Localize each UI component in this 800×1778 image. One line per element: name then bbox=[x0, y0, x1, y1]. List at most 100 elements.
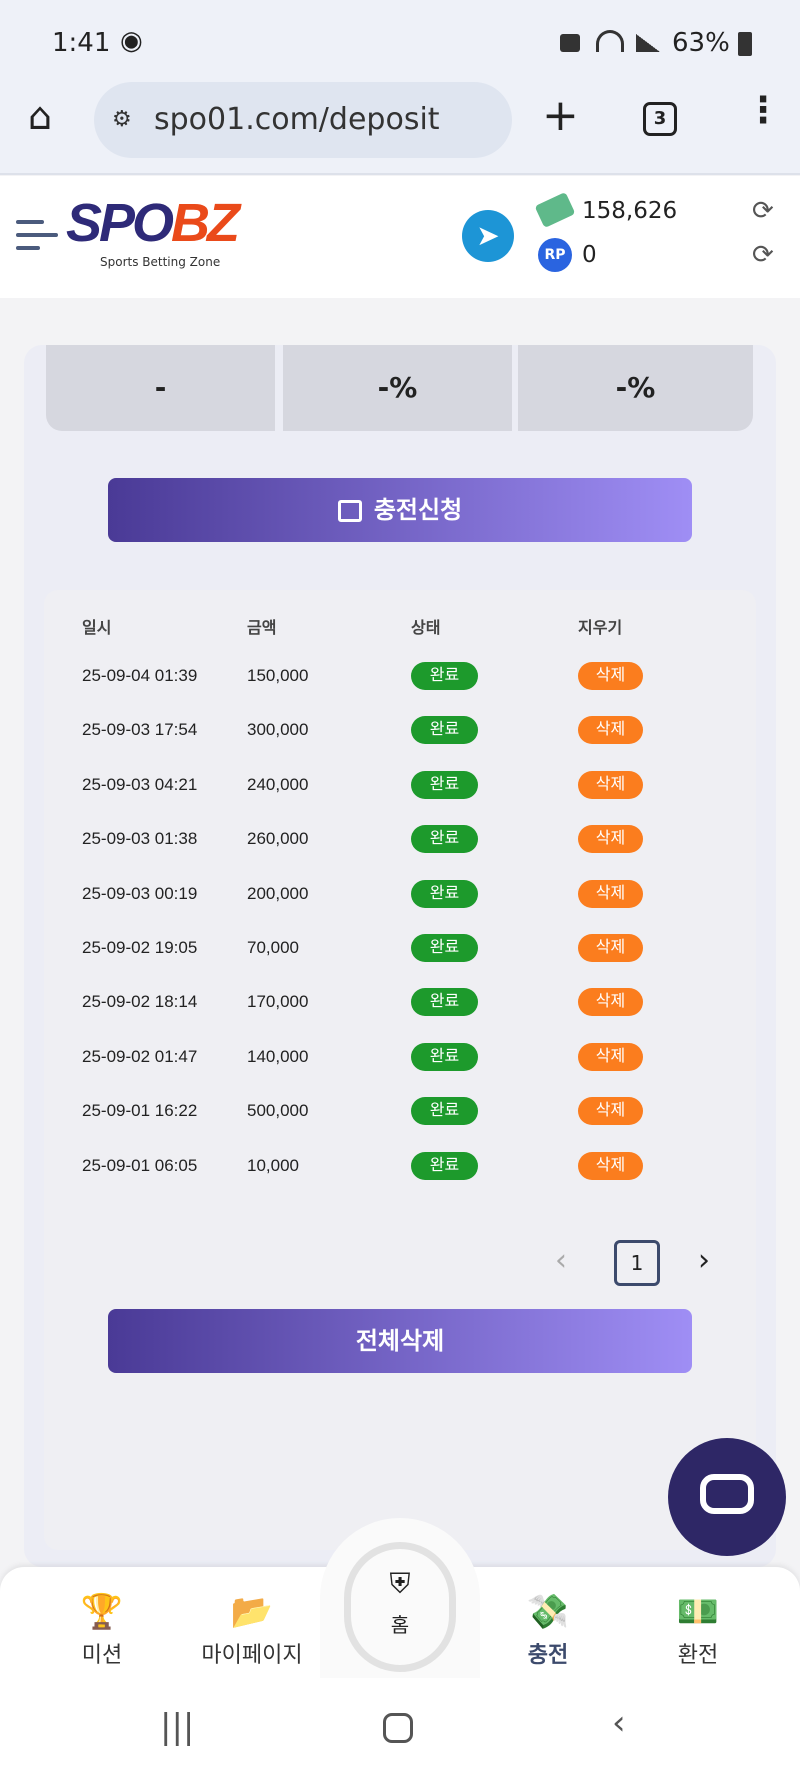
points: 0 bbox=[582, 242, 597, 268]
apply-deposit-button[interactable]: 충전신청 bbox=[108, 478, 692, 542]
hamburger-icon[interactable] bbox=[16, 220, 58, 250]
table-row: 25-09-03 17:54 300,000 완료 삭제 bbox=[82, 715, 682, 745]
delete-all-button[interactable]: 전체삭제 bbox=[108, 1309, 692, 1373]
cash-icon bbox=[534, 191, 576, 229]
stat-value: -% bbox=[377, 371, 418, 404]
delete-button[interactable]: 삭제 bbox=[578, 1151, 643, 1180]
logo-main: SPO bbox=[66, 193, 174, 253]
row-amount: 10,000 bbox=[247, 1155, 299, 1175]
balance: 158,626 bbox=[582, 198, 678, 224]
apply-label: 충전신청 bbox=[373, 496, 463, 524]
status-badge: 완료 bbox=[411, 825, 478, 854]
stat-value: - bbox=[154, 371, 167, 404]
site-settings-icon[interactable]: ⚙ bbox=[112, 107, 132, 132]
tab-count-button[interactable]: 3 bbox=[643, 102, 677, 136]
delete-button[interactable]: 삭제 bbox=[578, 988, 643, 1017]
row-amount: 200,000 bbox=[247, 883, 309, 903]
home-system-icon[interactable] bbox=[383, 1713, 413, 1743]
nav-mission[interactable]: 🏆 미션 bbox=[42, 1587, 162, 1669]
nav-label: 홈 bbox=[390, 1613, 410, 1637]
prev-page-icon[interactable]: ‹ bbox=[555, 1243, 567, 1278]
nav-mypage[interactable]: 📂 마이페이지 bbox=[188, 1587, 316, 1669]
browser-toolbar: ⌂ ⚙ spo01.com/deposit + 3 ⋮ bbox=[0, 72, 800, 175]
table-row: 25-09-02 18:14 170,000 완료 삭제 bbox=[82, 987, 682, 1017]
chat-icon bbox=[700, 1474, 754, 1514]
table-row: 25-09-02 19:05 70,000 완료 삭제 bbox=[82, 933, 682, 963]
mute-icon bbox=[560, 34, 580, 52]
row-amount: 300,000 bbox=[247, 720, 309, 740]
status-badge: 완료 bbox=[411, 716, 478, 745]
row-amount: 240,000 bbox=[247, 774, 309, 794]
row-amount: 170,000 bbox=[247, 992, 309, 1012]
site-header: SPOBZ Sports Betting Zone ➤ 158,626 RP 0… bbox=[0, 176, 800, 298]
nav-label: 마이페이지 bbox=[201, 1643, 303, 1668]
delete-button[interactable]: 삭제 bbox=[578, 934, 643, 962]
row-date: 25-09-02 19:05 bbox=[82, 938, 198, 957]
row-date: 25-09-04 01:39 bbox=[82, 666, 198, 685]
signal-icon bbox=[636, 34, 660, 52]
logo[interactable]: SPOBZ Sports Betting Zone bbox=[66, 193, 240, 270]
battery-level: 63% bbox=[672, 28, 730, 58]
home-emblem-icon: ⛨ bbox=[389, 1567, 411, 1600]
deposit-icon: 💸 bbox=[526, 1592, 570, 1632]
row-date: 25-09-03 17:54 bbox=[82, 720, 198, 740]
rp-icon: RP bbox=[538, 238, 572, 272]
recent-apps-icon[interactable]: ||| bbox=[160, 1707, 195, 1747]
logo-accent: BZ bbox=[171, 193, 240, 253]
chat-button[interactable] bbox=[668, 1438, 786, 1556]
row-date: 25-09-03 00:19 bbox=[82, 883, 198, 903]
telegram-icon[interactable]: ➤ bbox=[462, 210, 514, 262]
row-date: 25-09-03 01:38 bbox=[82, 829, 198, 849]
table-header: 일시 금액 상태 지우기 bbox=[82, 614, 682, 644]
back-icon[interactable]: ‹ bbox=[612, 1703, 626, 1743]
delete-button[interactable]: 삭제 bbox=[578, 716, 643, 745]
row-date: 25-09-03 04:21 bbox=[82, 774, 198, 794]
refresh-points-icon[interactable]: ⟳ bbox=[752, 240, 774, 270]
col-delete: 지우기 bbox=[578, 620, 623, 637]
delete-button[interactable]: 삭제 bbox=[578, 825, 643, 854]
url-text: spo01.com/deposit bbox=[154, 102, 440, 137]
home-button[interactable]: ⛨ 홈 bbox=[344, 1542, 456, 1672]
nav-label: 미션 bbox=[81, 1643, 123, 1668]
new-tab-icon[interactable]: + bbox=[542, 90, 579, 141]
camera-icon: ◉ bbox=[120, 26, 143, 56]
url-bar[interactable]: ⚙ spo01.com/deposit bbox=[94, 82, 512, 158]
row-amount: 500,000 bbox=[247, 1101, 309, 1121]
wifi-icon bbox=[596, 30, 624, 52]
table-row: 25-09-01 06:05 10,000 완료 삭제 bbox=[82, 1151, 682, 1181]
status-badge: 완료 bbox=[411, 879, 478, 908]
menu-icon[interactable]: ⋮ bbox=[745, 90, 781, 131]
stat-box: -% bbox=[518, 345, 753, 431]
refresh-balance-icon[interactable]: ⟳ bbox=[752, 196, 774, 226]
col-status: 상태 bbox=[411, 620, 441, 637]
nav-deposit[interactable]: 💸 충전 bbox=[488, 1587, 608, 1669]
stat-value: -% bbox=[615, 371, 656, 404]
status-badge: 완료 bbox=[411, 770, 478, 799]
history-table bbox=[44, 590, 756, 1550]
row-amount: 150,000 bbox=[247, 666, 309, 685]
system-nav-bar: ||| ‹ bbox=[0, 1683, 800, 1778]
logo-tagline: Sports Betting Zone bbox=[100, 255, 221, 269]
home-icon[interactable]: ⌂ bbox=[28, 94, 53, 138]
clock: 1:41 bbox=[52, 28, 111, 58]
table-row: 25-09-02 01:47 140,000 완료 삭제 bbox=[82, 1042, 682, 1072]
row-date: 25-09-01 06:05 bbox=[82, 1155, 198, 1175]
row-date: 25-09-01 16:22 bbox=[82, 1101, 198, 1121]
page-1-button[interactable]: 1 bbox=[614, 1240, 660, 1286]
thumbs-up-icon bbox=[337, 500, 362, 522]
next-page-icon[interactable]: › bbox=[698, 1243, 710, 1278]
delete-button[interactable]: 삭제 bbox=[578, 662, 643, 690]
nav-label: 충전 bbox=[527, 1643, 569, 1668]
delete-button[interactable]: 삭제 bbox=[578, 1097, 643, 1126]
table-row: 25-09-01 16:22 500,000 완료 삭제 bbox=[82, 1096, 682, 1126]
delete-button[interactable]: 삭제 bbox=[578, 770, 643, 799]
nav-home-tab[interactable]: ⛨ 홈 bbox=[320, 1518, 480, 1678]
row-amount: 260,000 bbox=[247, 829, 309, 849]
delete-button[interactable]: 삭제 bbox=[578, 879, 643, 908]
status-badge: 완료 bbox=[411, 934, 478, 962]
nav-withdraw[interactable]: 💵 환전 bbox=[638, 1587, 758, 1669]
row-date: 25-09-02 18:14 bbox=[82, 992, 198, 1012]
status-badge: 완료 bbox=[411, 988, 478, 1017]
withdraw-icon: 💵 bbox=[676, 1592, 720, 1632]
delete-button[interactable]: 삭제 bbox=[578, 1042, 643, 1071]
